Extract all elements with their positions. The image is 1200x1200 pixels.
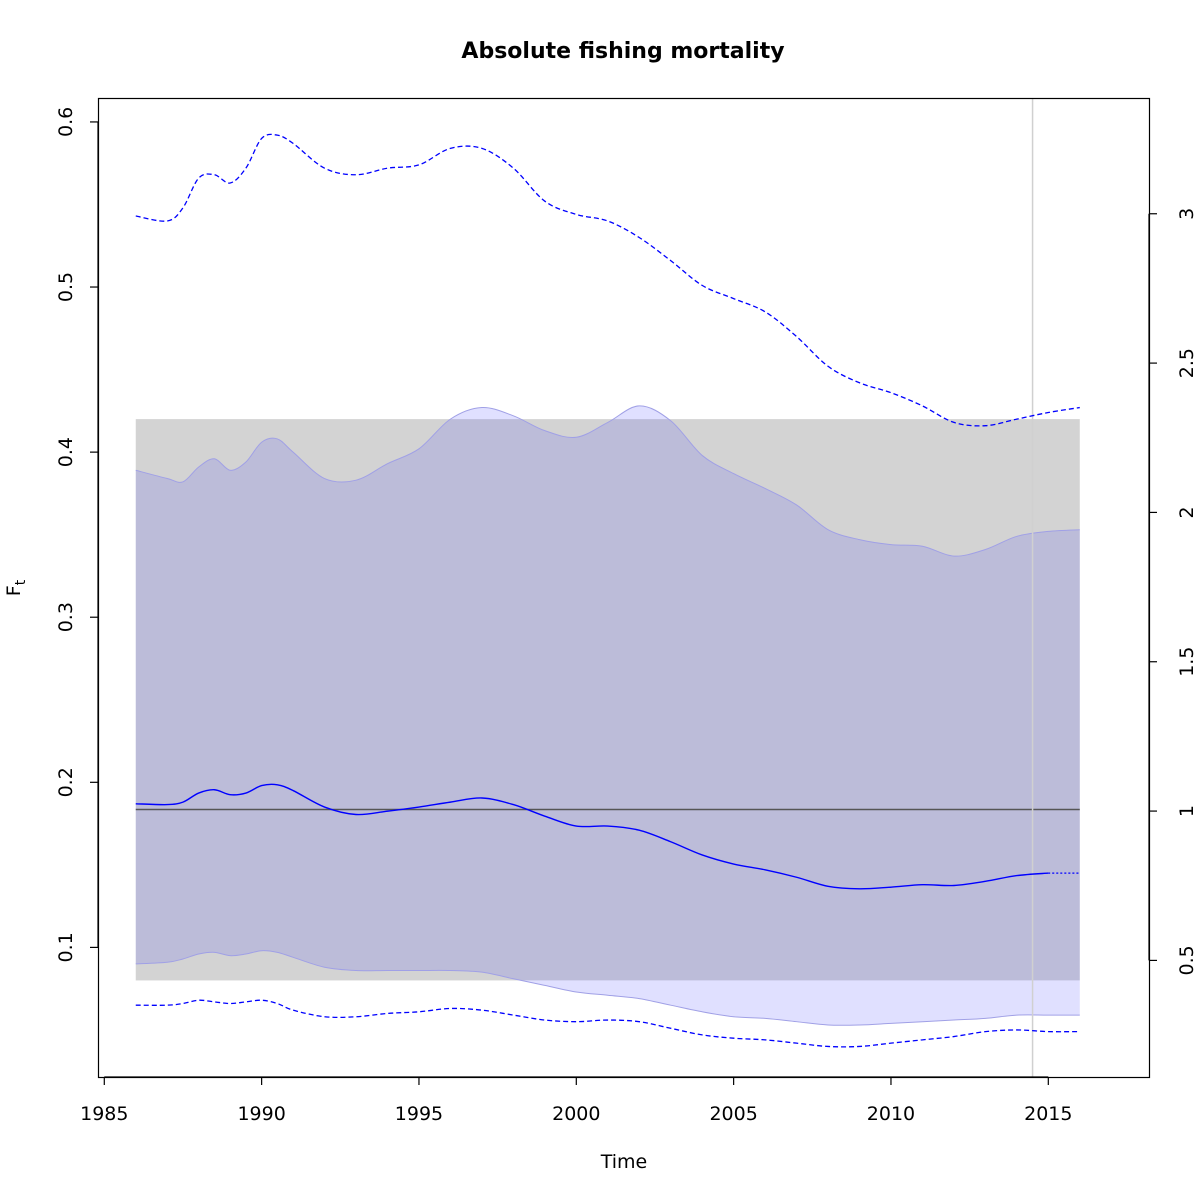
x-tick-label: 1985 bbox=[80, 1103, 128, 1125]
y2-tick-label: 3 bbox=[1176, 208, 1198, 220]
x-tick-label: 2000 bbox=[552, 1103, 600, 1125]
upper-bound-line bbox=[135, 133, 1080, 427]
x-tick-label: 2005 bbox=[709, 1103, 757, 1125]
y2-tick-label: 1 bbox=[1176, 805, 1198, 817]
y-axis: 0.1 0.2 0.3 0.4 0.5 0.6 bbox=[55, 107, 99, 963]
y2-tick-label: 0.5 bbox=[1176, 945, 1198, 975]
x-tick-label: 1990 bbox=[237, 1103, 285, 1125]
y2-axis: 0.5 1 1.5 2 2.5 3 bbox=[1148, 208, 1198, 976]
ci-band-overlap bbox=[135, 419, 1080, 981]
ci-band-upper-edge bbox=[135, 405, 1080, 557]
estimate-line bbox=[135, 783, 1049, 890]
y2-tick-label: 1.5 bbox=[1176, 647, 1198, 677]
y-tick-label: 0.4 bbox=[55, 437, 77, 467]
x-axis-label: Time bbox=[600, 1151, 648, 1173]
chart-title: Absolute fishing mortality bbox=[461, 39, 784, 64]
ci-band-lower-edge bbox=[135, 950, 1080, 1026]
x-tick-label: 1995 bbox=[395, 1103, 443, 1125]
y-tick-label: 0.5 bbox=[55, 272, 77, 302]
y-tick-label: 0.3 bbox=[55, 602, 77, 632]
y-tick-label: 0.6 bbox=[55, 107, 77, 137]
x-axis: 1985 1990 1995 2000 2005 2010 2015 bbox=[80, 1076, 1072, 1125]
y2-tick-label: 2.5 bbox=[1176, 348, 1198, 378]
y-axis-label: Ft bbox=[3, 579, 29, 596]
lower-bound-line bbox=[135, 999, 1080, 1048]
y-axis-label-main: F bbox=[3, 585, 25, 596]
plot-area bbox=[135, 98, 1080, 1077]
y2-tick-label: 2 bbox=[1176, 506, 1198, 518]
x-tick-label: 2015 bbox=[1024, 1103, 1072, 1125]
y-axis-label-subscript: t bbox=[13, 579, 29, 585]
x-tick-label: 2010 bbox=[867, 1103, 915, 1125]
y-tick-label: 0.2 bbox=[55, 767, 77, 797]
y-tick-label: 0.1 bbox=[55, 932, 77, 962]
